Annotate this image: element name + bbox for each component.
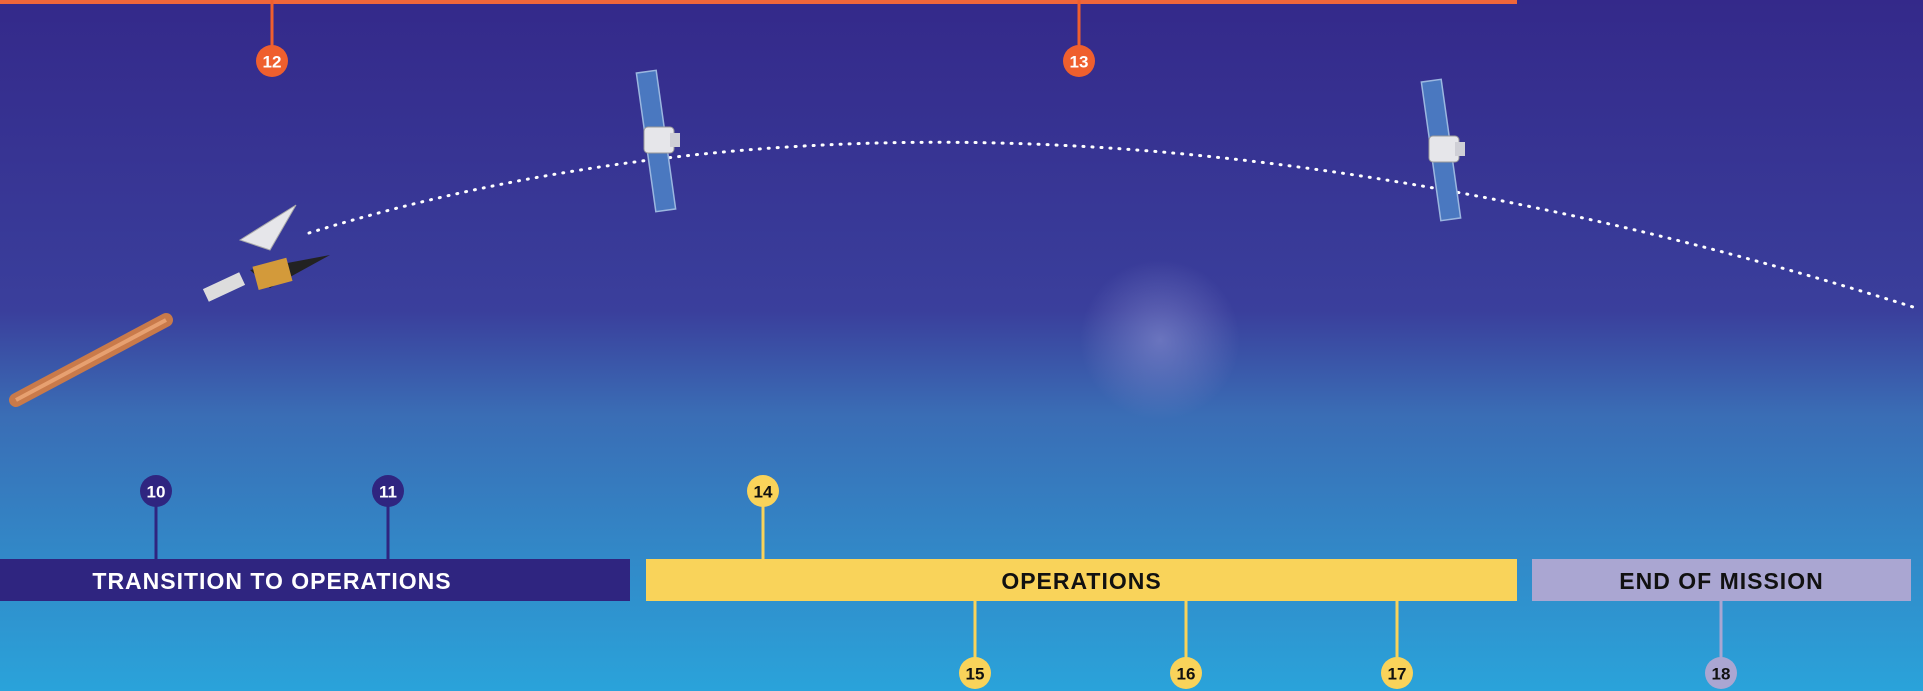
marker-number: 12 — [263, 53, 282, 72]
marker-number: 14 — [754, 483, 773, 502]
phase-label: OPERATIONS — [1001, 568, 1161, 594]
phase-label: TRANSITION TO OPERATIONS — [92, 568, 451, 594]
marker-number: 11 — [379, 483, 397, 502]
marker-number: 13 — [1070, 53, 1089, 72]
top-band — [0, 0, 1517, 4]
marker-number: 10 — [147, 483, 166, 502]
glow — [1080, 260, 1240, 420]
phase-bars: TRANSITION TO OPERATIONS OPERATIONS END OF… — [0, 559, 1911, 601]
marker-number: 15 — [966, 665, 985, 684]
mission-timeline: TRANSITION TO OPERATIONS OPERATIONS END OF… — [0, 0, 1923, 691]
marker-number: 18 — [1712, 665, 1731, 684]
marker-number: 16 — [1177, 665, 1196, 684]
phase-label: END OF MISSION — [1619, 568, 1823, 594]
marker-number: 17 — [1388, 665, 1407, 684]
